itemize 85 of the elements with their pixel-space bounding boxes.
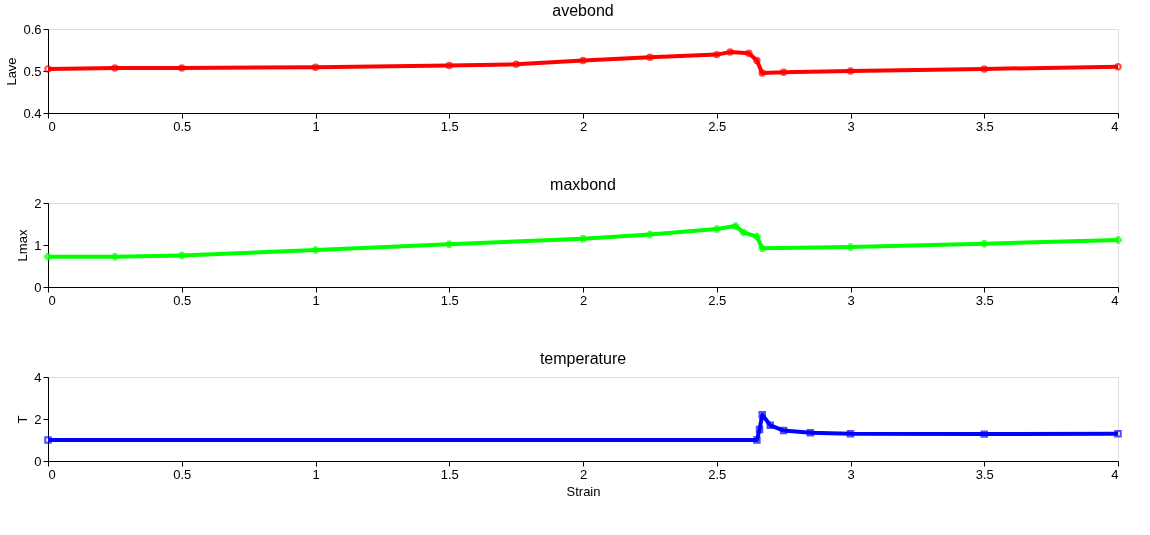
x-tick-label: 2 (579, 118, 588, 134)
x-tick-label: 2 (579, 292, 588, 308)
x-tick-label: 1 (312, 118, 320, 134)
point (753, 436, 761, 444)
point (980, 240, 988, 248)
point (758, 244, 766, 253)
point (846, 243, 855, 251)
point (731, 222, 740, 230)
x-tick-label: 0.5 (173, 292, 192, 308)
point (445, 61, 453, 70)
point (713, 225, 721, 233)
x-tick-label: 2.5 (708, 292, 727, 308)
y-tick-label: 0 (34, 279, 42, 295)
chart-title: avebond (552, 2, 614, 19)
point (726, 48, 734, 56)
x-tick-label: 2.5 (708, 466, 727, 482)
point (779, 68, 788, 76)
x-tick-label: 2.5 (708, 118, 727, 134)
point (1114, 63, 1122, 71)
point (755, 425, 764, 434)
x-tick-label: 4 (1111, 118, 1119, 134)
x-tick-label: 2 (579, 466, 588, 482)
point (758, 69, 766, 77)
x-tick-label: 0 (48, 292, 56, 308)
point (178, 64, 186, 72)
x-tick-label: 0 (48, 118, 56, 134)
x-tick-label: 1.5 (440, 118, 459, 134)
y-tick-label: 0.6 (23, 21, 42, 37)
x-tick-label: 1.5 (440, 292, 459, 308)
point (111, 64, 119, 72)
x-tick-label: 3.5 (975, 466, 994, 482)
point (311, 246, 320, 254)
point (739, 228, 748, 237)
point (753, 56, 761, 65)
point (646, 53, 654, 61)
y-tick-label: 0.4 (23, 105, 42, 121)
point (512, 60, 520, 69)
point (766, 421, 774, 430)
x-tick-label: 0.5 (173, 466, 192, 482)
y-tick-label: 2 (34, 411, 42, 427)
y-axis-title: T (15, 415, 31, 424)
y-tick-label: 4 (34, 369, 42, 385)
y-tick-label: 0 (34, 453, 42, 469)
point (44, 253, 52, 261)
x-tick-label: 1 (312, 292, 320, 308)
x-tick-label: 1 (312, 466, 320, 482)
x-tick-label: 0 (48, 466, 56, 482)
point (745, 49, 753, 58)
point (44, 65, 52, 73)
chart-title: temperature (539, 350, 627, 367)
x-tick-label: 3 (847, 466, 855, 482)
point (806, 428, 815, 437)
x-tick-label: 3.5 (975, 118, 994, 134)
point (980, 65, 988, 73)
x-axis-title: Strain (566, 483, 601, 499)
point (44, 436, 52, 444)
point (779, 426, 788, 435)
y-tick-label: 0.5 (23, 63, 42, 79)
chart-title: maxbond (550, 176, 616, 193)
point (846, 429, 855, 438)
x-tick-label: 3 (847, 292, 855, 308)
y-tick-label: 1 (34, 237, 42, 253)
point (758, 411, 766, 419)
y-tick-label: 2 (34, 195, 42, 211)
x-tick-label: 4 (1111, 292, 1119, 308)
point (178, 251, 186, 260)
x-tick-label: 1.5 (440, 466, 459, 482)
point (1114, 236, 1122, 244)
point (846, 67, 855, 75)
point (713, 50, 721, 59)
x-tick-label: 4 (1111, 466, 1119, 482)
x-tick-label: 3 (847, 118, 855, 134)
x-tick-label: 0.5 (173, 118, 192, 134)
y-axis-title: Lave (4, 57, 20, 86)
point (646, 230, 654, 239)
y-axis-title: Lmax (15, 229, 31, 262)
point (579, 56, 587, 65)
x-tick-label: 3.5 (975, 292, 994, 308)
point (445, 240, 453, 248)
point (980, 430, 988, 438)
point (311, 63, 320, 71)
point (1114, 429, 1122, 438)
point (579, 234, 587, 243)
point (111, 253, 119, 261)
point (753, 232, 761, 241)
